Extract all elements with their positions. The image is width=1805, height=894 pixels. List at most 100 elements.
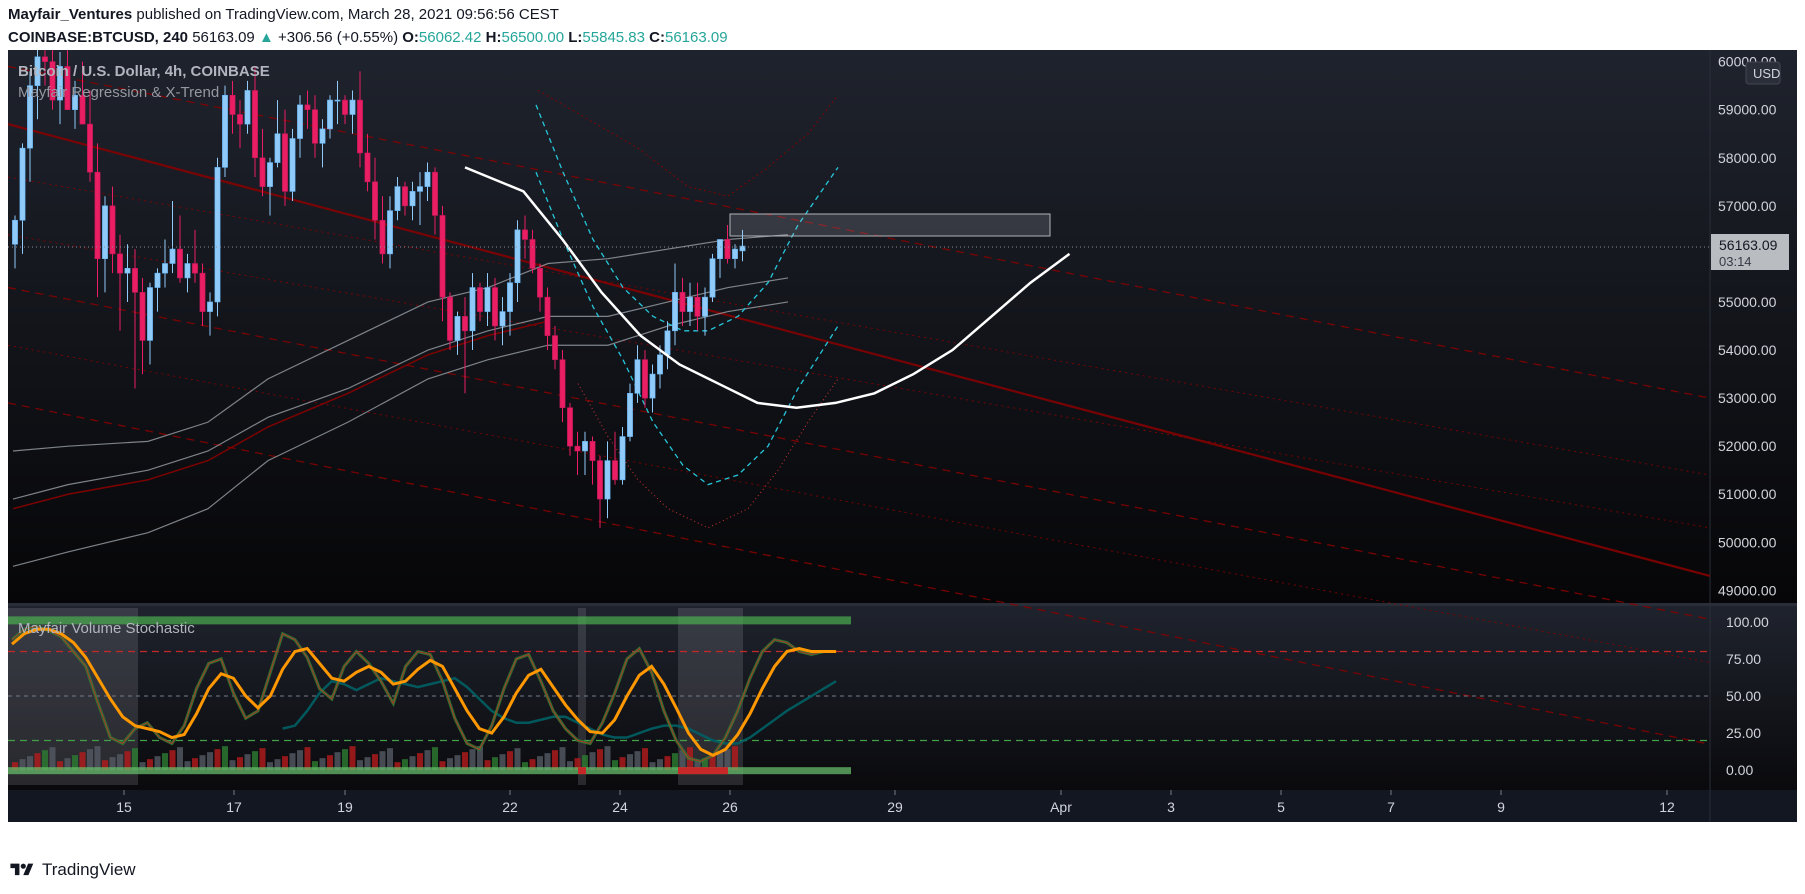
- candle-body: [709, 258, 716, 298]
- candle-body: [267, 162, 273, 187]
- candle-body: [492, 287, 498, 327]
- volume-bar: [184, 761, 191, 771]
- price-tick: 53000.00: [1718, 390, 1777, 406]
- volume-bar: [319, 758, 326, 771]
- candle-body: [664, 330, 671, 356]
- candle-body: [694, 296, 701, 317]
- candle-body: [297, 104, 303, 139]
- volume-bar: [282, 756, 288, 771]
- candle-body: [544, 296, 551, 336]
- volume-bar: [87, 749, 93, 771]
- candle-body: [319, 128, 326, 144]
- volume-bar: [192, 758, 198, 771]
- candle-body: [702, 296, 708, 317]
- stoch-tick: 50.00: [1726, 688, 1761, 704]
- candle-body: [417, 186, 423, 192]
- candle-body: [244, 90, 251, 125]
- candle-body: [499, 311, 506, 327]
- volume-bar: [214, 749, 221, 771]
- regression-line: [7, 123, 1711, 578]
- candle-body: [379, 219, 386, 255]
- candle-body: [454, 316, 461, 341]
- time-tick: 15: [116, 799, 132, 815]
- price-change: +306.56 (+0.55%): [277, 29, 399, 46]
- candle-body: [402, 186, 408, 207]
- regression-line: [7, 65, 1711, 399]
- candle-body: [649, 373, 656, 399]
- candle-body: [732, 248, 738, 260]
- low-value: 55845.83: [582, 29, 645, 46]
- main-pane-bg: [8, 50, 1797, 604]
- chart-area[interactable]: 49000.00 50000.00 51000.00 52000.00 53000.00…: [7, 32, 1797, 846]
- author-name[interactable]: Mayfair_Ventures: [8, 6, 133, 23]
- chart-svg[interactable]: 49000.00 50000.00 51000.00 52000.00 53000.00…: [7, 32, 1797, 846]
- time-tick: 24: [612, 799, 628, 815]
- candle-body: [612, 460, 618, 481]
- candle-body: [64, 66, 71, 110]
- volume-bar: [567, 761, 573, 771]
- volume-bar: [297, 750, 303, 771]
- volume-bar: [169, 750, 176, 771]
- volume-bar: [252, 751, 258, 771]
- volume-bar: [304, 747, 311, 771]
- volume-bar: [19, 759, 26, 771]
- candle-body: [679, 292, 686, 312]
- volume-bar: [432, 747, 438, 771]
- volume-bar: [507, 751, 513, 771]
- volume-bar: [237, 757, 243, 771]
- candle-body: [394, 186, 401, 211]
- time-axis[interactable]: 15 17 19 22 24 26 29 Apr 3 5 7 9 12: [116, 790, 1675, 815]
- stoch-line: [11, 625, 837, 762]
- volume-bar: [454, 755, 461, 771]
- stochastic-pane: [8, 608, 1710, 785]
- volume-bar: [597, 749, 603, 771]
- symbol-name: COINBASE:BTCUSD, 240: [8, 29, 189, 46]
- candle-body: [567, 407, 573, 447]
- volume-bar: [417, 753, 423, 771]
- volume-bar: [267, 762, 273, 771]
- volume-bar: [634, 751, 641, 771]
- volume-bar: [544, 753, 551, 771]
- volume-bar: [244, 754, 251, 771]
- footer[interactable]: TradingView: [8, 860, 136, 880]
- volume-bar: [229, 760, 236, 771]
- candle-body: [162, 263, 168, 274]
- volume-bar: [394, 762, 401, 771]
- volume-bar: [409, 756, 416, 771]
- volume-bar: [732, 746, 738, 771]
- candle-body: [154, 272, 161, 288]
- candle-body: [237, 114, 243, 125]
- volume-bar: [574, 758, 581, 771]
- candle-body: [184, 263, 191, 279]
- candle-body: [582, 441, 588, 452]
- candle-body: [42, 56, 48, 62]
- volume-bar: [364, 757, 371, 771]
- badge-countdown: 03:14: [1719, 254, 1752, 269]
- candle-body: [672, 292, 678, 332]
- candle-body: [432, 171, 438, 216]
- candle-body: [447, 296, 453, 341]
- candle-body: [627, 392, 633, 437]
- volume-bar: [679, 750, 686, 771]
- stoch-tick: 25.00: [1726, 725, 1761, 741]
- high-value: 56500.00: [501, 29, 565, 46]
- open-label: O:: [402, 29, 419, 46]
- volume-bar: [642, 748, 648, 771]
- candle-body: [462, 316, 468, 332]
- x-trend-curve: [464, 166, 1071, 409]
- close-value: 56163.09: [665, 29, 728, 46]
- volume-bar: [724, 749, 731, 771]
- candle-body: [514, 229, 521, 284]
- volume-bar: [94, 746, 101, 771]
- candle-body: [12, 219, 18, 245]
- volume-bar: [672, 753, 678, 771]
- candle-body: [634, 359, 641, 394]
- overhead-zone-box[interactable]: [729, 213, 1051, 237]
- candle-body: [49, 61, 56, 101]
- currency-button[interactable]: USD: [1745, 61, 1781, 85]
- tradingview-logo-icon: [10, 863, 34, 876]
- stoch-tick: 0.00: [1726, 762, 1753, 778]
- volume-bar: [124, 751, 131, 771]
- last-price: 56163.09: [192, 29, 255, 46]
- candle-body: [132, 268, 138, 293]
